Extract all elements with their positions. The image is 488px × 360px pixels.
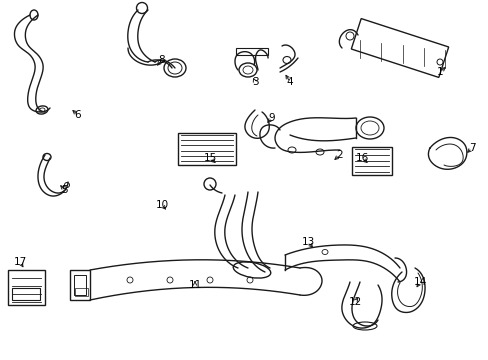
Text: 11: 11	[188, 280, 201, 290]
Text: 10: 10	[155, 200, 168, 210]
Text: 8: 8	[159, 55, 165, 65]
Text: 1: 1	[436, 67, 443, 77]
Text: 17: 17	[13, 257, 26, 267]
Text: 9: 9	[268, 113, 275, 123]
Text: 2: 2	[336, 150, 343, 160]
Text: 7: 7	[468, 143, 474, 153]
Text: 14: 14	[412, 277, 426, 287]
Text: 15: 15	[203, 153, 216, 163]
Text: 13: 13	[301, 237, 314, 247]
Text: 12: 12	[347, 297, 361, 307]
Text: 4: 4	[286, 77, 293, 87]
Text: 5: 5	[61, 185, 68, 195]
Text: 6: 6	[75, 110, 81, 120]
Text: 16: 16	[355, 153, 368, 163]
Text: 3: 3	[251, 77, 258, 87]
